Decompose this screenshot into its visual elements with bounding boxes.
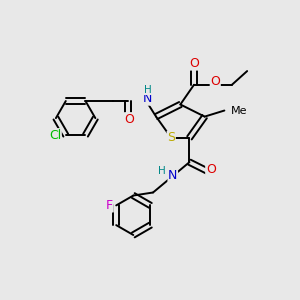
Text: Me: Me: [230, 106, 247, 116]
Text: Cl: Cl: [49, 129, 61, 142]
Text: O: O: [206, 163, 216, 176]
Text: O: O: [124, 113, 134, 126]
Text: S: S: [167, 131, 175, 144]
Text: H: H: [158, 166, 166, 176]
Text: F: F: [106, 199, 113, 212]
Text: O: O: [210, 75, 220, 88]
Text: N: N: [143, 92, 152, 105]
Text: H: H: [144, 85, 152, 94]
Text: N: N: [168, 169, 178, 182]
Text: O: O: [189, 57, 199, 70]
